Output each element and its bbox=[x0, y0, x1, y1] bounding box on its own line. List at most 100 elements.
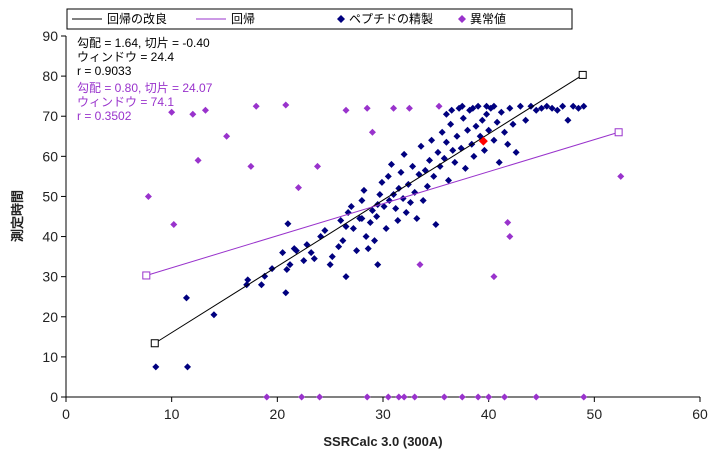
peptide-point bbox=[286, 261, 294, 269]
peptide-point bbox=[428, 136, 436, 144]
y-tick-label: 50 bbox=[42, 188, 58, 204]
outlier-point bbox=[368, 128, 376, 136]
x-tick-label: 20 bbox=[270, 406, 286, 422]
peptide-point bbox=[387, 160, 395, 168]
peptide-point bbox=[413, 215, 421, 223]
legend: 回帰の改良 回帰 ペプチドの精製 異常値 bbox=[66, 8, 573, 30]
legend-label-peptides: ペプチドの精製 bbox=[349, 12, 433, 26]
peptide-point bbox=[504, 140, 512, 148]
y-tick-label: 40 bbox=[42, 229, 58, 245]
peptide-point bbox=[300, 257, 308, 265]
outlier-point bbox=[580, 393, 588, 401]
peptide-point bbox=[364, 245, 372, 253]
legend-label-regression: 回帰 bbox=[231, 12, 255, 26]
peptide-point bbox=[347, 202, 355, 210]
peptide-point bbox=[384, 172, 392, 180]
peptide-point bbox=[509, 120, 517, 128]
outlier-point bbox=[501, 393, 509, 401]
legend-swatch-outlier-marker bbox=[458, 15, 466, 23]
outlier-point bbox=[416, 261, 424, 269]
peptide-point bbox=[569, 102, 577, 110]
y-tick-label: 90 bbox=[42, 28, 58, 44]
peptide-point bbox=[279, 249, 287, 257]
outlier-point bbox=[440, 393, 448, 401]
peptide-point bbox=[493, 118, 501, 126]
x-axis-ticks: 0 10 20 30 40 50 60 bbox=[62, 397, 708, 422]
peptide-point bbox=[483, 102, 491, 110]
peptide-point bbox=[307, 249, 315, 257]
peptide-point bbox=[378, 178, 386, 186]
peptide-point bbox=[400, 150, 408, 158]
peptide-point bbox=[244, 276, 252, 284]
outlier-point bbox=[617, 172, 625, 180]
peptide-point bbox=[360, 186, 368, 194]
peptide-point bbox=[474, 102, 482, 110]
regression-slope-text: 勾配 = 0.80, 切片 = 24.07 bbox=[77, 81, 213, 95]
peptide-point bbox=[485, 126, 493, 134]
regression-endpoint bbox=[614, 128, 623, 137]
regression-line bbox=[146, 131, 619, 276]
peptide-point bbox=[362, 233, 370, 241]
outlier-point bbox=[252, 102, 260, 110]
peptide-point bbox=[395, 184, 403, 192]
peptide-point bbox=[328, 253, 336, 261]
peptide-point bbox=[394, 217, 402, 225]
outlier-point bbox=[405, 104, 413, 112]
refined-regression-stats: 勾配 = 1.64, 切片 = -0.40 ウィンドウ = 24.4 r = 0… bbox=[77, 36, 210, 78]
outlier-point bbox=[458, 393, 466, 401]
peptide-point bbox=[421, 166, 429, 174]
peptide-point bbox=[402, 208, 410, 216]
y-axis-ticks: 0 10 20 30 40 50 60 70 80 90 bbox=[42, 28, 66, 405]
peptide-point bbox=[425, 156, 433, 164]
outlier-point bbox=[223, 132, 231, 140]
peptide-point bbox=[440, 154, 448, 162]
refined-window-text: ウィンドウ = 24.4 bbox=[77, 50, 174, 64]
outlier-point bbox=[384, 393, 392, 401]
legend-box bbox=[66, 8, 573, 30]
peptide-point bbox=[432, 221, 440, 229]
peptide-point bbox=[373, 213, 381, 220]
peptide-point bbox=[574, 104, 582, 112]
peptide-point bbox=[469, 104, 477, 112]
peptide-point bbox=[553, 106, 561, 114]
legend-swatch-peptide-marker bbox=[337, 15, 345, 23]
peptide-point bbox=[342, 223, 350, 231]
y-axis-title: 測定時間 bbox=[10, 190, 25, 242]
y-tick-label: 80 bbox=[42, 68, 58, 84]
y-tick-label: 70 bbox=[42, 108, 58, 124]
x-axis-title: SSRCalc 3.0 (300A) bbox=[323, 434, 442, 449]
outlier-point bbox=[504, 219, 512, 227]
x-tick-label: 10 bbox=[164, 406, 180, 422]
outlier-point bbox=[342, 106, 350, 114]
peptide-point bbox=[548, 104, 556, 112]
outlier-point bbox=[170, 221, 178, 229]
x-tick-label: 0 bbox=[62, 406, 70, 422]
outlier-point bbox=[532, 393, 540, 401]
peptide-point bbox=[397, 168, 405, 176]
outlier-point bbox=[395, 393, 403, 401]
peptide-point bbox=[342, 273, 350, 281]
peptide-point bbox=[310, 255, 318, 263]
peptide-point bbox=[366, 219, 374, 227]
y-tick-label: 0 bbox=[50, 389, 58, 405]
outlier-point bbox=[363, 104, 371, 112]
legend-label-refined: 回帰の改良 bbox=[107, 11, 167, 26]
outlier-point bbox=[490, 273, 498, 281]
peptide-point bbox=[470, 152, 478, 160]
peptide-point bbox=[374, 261, 382, 269]
peptide-point bbox=[516, 102, 524, 110]
peptide-points bbox=[152, 102, 588, 371]
peptide-point bbox=[283, 265, 291, 273]
peptide-point bbox=[453, 132, 461, 140]
peptide-point bbox=[406, 198, 414, 206]
peptide-point bbox=[376, 190, 384, 198]
x-tick-label: 30 bbox=[375, 406, 391, 422]
peptide-point bbox=[543, 102, 551, 110]
peptide-point bbox=[423, 182, 431, 190]
refined-regression-line bbox=[154, 74, 583, 344]
peptide-point bbox=[417, 142, 425, 150]
peptide-point bbox=[506, 104, 514, 112]
regression-lines bbox=[142, 70, 623, 348]
